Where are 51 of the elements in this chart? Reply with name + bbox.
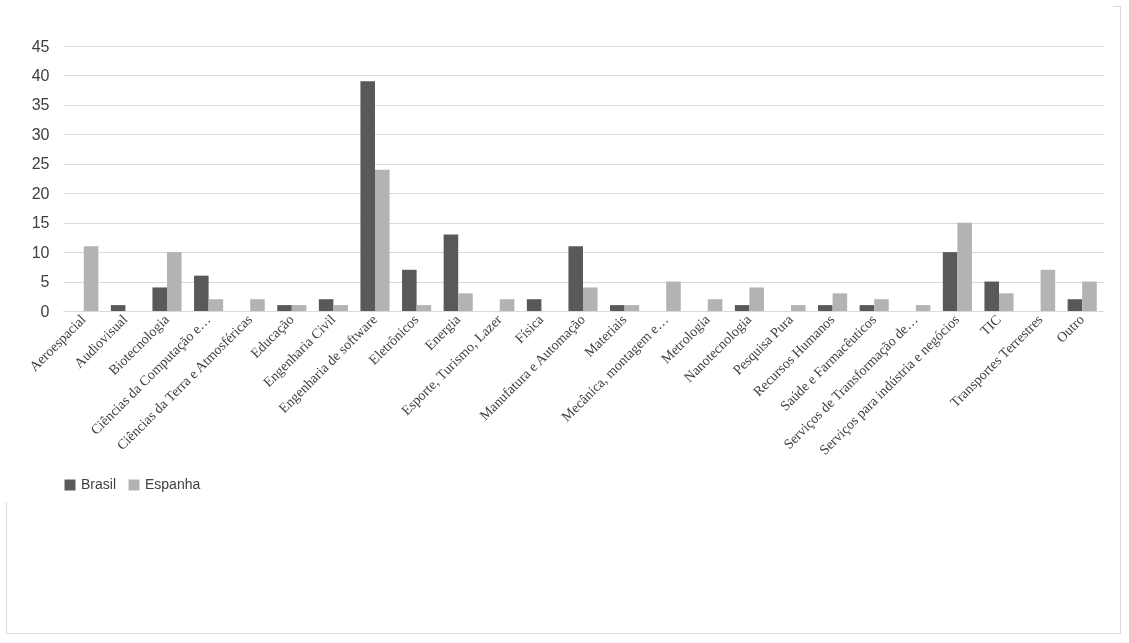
bar: [957, 222, 972, 311]
bar: [110, 305, 126, 311]
bar: [874, 299, 889, 311]
bar: [194, 275, 209, 311]
bar: [749, 287, 764, 311]
bar: [832, 293, 848, 311]
bar: [167, 252, 182, 311]
bar: [416, 305, 432, 311]
bar: [1082, 281, 1097, 311]
bar: [734, 305, 750, 311]
bar: [707, 299, 723, 311]
bar: [818, 305, 833, 311]
bar: [208, 299, 224, 311]
bar: [458, 293, 473, 311]
bar: [859, 305, 875, 311]
bar: [791, 305, 806, 311]
bar: [1040, 269, 1056, 311]
y-tick-label: 45: [31, 37, 50, 55]
bar: [402, 269, 417, 311]
bar: [624, 305, 640, 311]
bar: [152, 287, 167, 311]
bar: [375, 169, 390, 311]
bar: [526, 299, 542, 311]
bar: [443, 234, 459, 311]
bar: [942, 252, 958, 311]
y-tick-label: 30: [31, 125, 50, 143]
y-tick-label: 5: [40, 273, 50, 291]
y-tick-label: 20: [31, 184, 50, 202]
bar: [318, 299, 334, 311]
legend-label: Brasil: [81, 476, 117, 492]
y-tick-label: 15: [31, 214, 50, 232]
y-tick-label: 25: [31, 155, 50, 173]
bar: [277, 305, 292, 311]
bar: [999, 293, 1014, 311]
bar: [1067, 299, 1083, 311]
y-tick-label: 40: [31, 66, 50, 84]
y-tick-label: 35: [31, 96, 50, 114]
bar: [250, 299, 265, 311]
y-tick-label: 10: [31, 243, 50, 261]
bar: [915, 305, 931, 311]
bar: [568, 246, 583, 311]
bar: [583, 287, 598, 311]
bar: [984, 281, 999, 311]
bar: [499, 299, 515, 311]
legend-label: Espanha: [145, 476, 201, 492]
bar: [83, 246, 99, 311]
bar: [360, 81, 375, 311]
bar: [610, 305, 625, 311]
bar: [291, 305, 307, 311]
bar: [666, 281, 681, 311]
bar: [333, 305, 348, 311]
